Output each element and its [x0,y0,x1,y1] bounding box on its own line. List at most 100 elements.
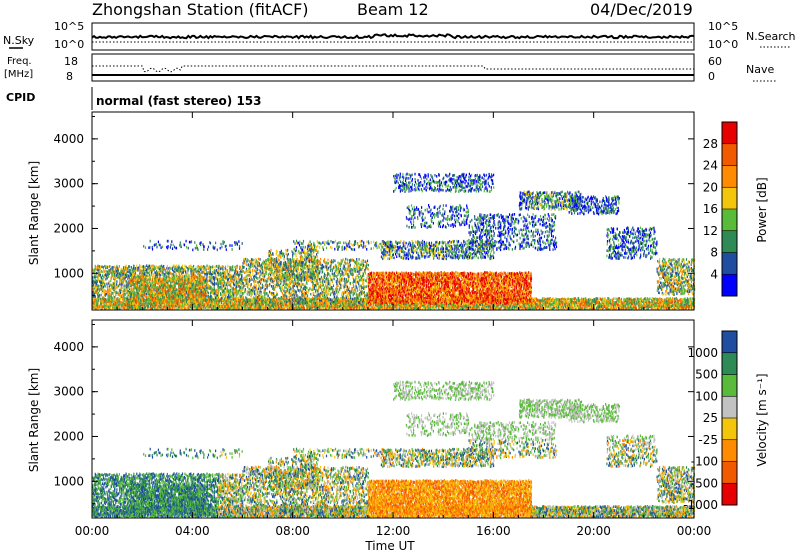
echo-cell [184,265,185,268]
echo-cell [511,305,512,308]
echo-cell [105,290,106,293]
echo-cell [334,300,335,303]
echo-cell [117,297,118,300]
echo-cell [479,306,480,309]
echo-cell [110,280,111,283]
echo-cell [542,303,543,306]
date-title: 04/Dec/2019 [590,0,693,19]
echo-cell [182,275,183,278]
echo-cell [129,265,130,268]
echo-cell [364,303,365,306]
echo-cell [572,298,573,301]
echo-cell [132,306,133,309]
echo-cell [535,307,536,310]
echo-cell [387,305,388,308]
echo-cell [94,298,95,301]
echo-cell [182,265,183,268]
echo-cell [113,268,114,271]
echo-cell [170,304,171,307]
echo-cell [688,303,689,306]
echo-cell [190,265,191,268]
echo-cell [276,307,277,310]
echo-cell [514,306,515,309]
echo-cell [105,270,106,273]
echo-cell [136,265,137,268]
echo-cell [547,298,548,301]
echo-cell [143,265,144,268]
echo-cell [95,278,96,281]
echo-cell [167,265,168,268]
echo-cell [123,283,124,286]
echo-cell [303,305,304,308]
echo-cell [573,302,574,305]
echo-cell [101,277,102,280]
echo-cell [309,304,310,307]
echo-cell [110,307,111,310]
echo-cell [173,273,174,276]
echo-cell [282,307,283,310]
echo-cell [684,300,685,303]
echo-cell [581,307,582,310]
echo-cell [300,305,301,308]
echo-cell [173,264,174,267]
echo-cell [641,304,642,307]
echo-cell [203,305,204,308]
echo-cell [520,306,521,309]
echo-cell [672,297,673,300]
echo-cell [641,297,642,300]
echo-cell [691,307,692,310]
echo-cell [175,272,176,275]
echo-cell [374,307,375,310]
echo-cell [216,301,217,304]
echo-cell [144,270,145,273]
echo-cell [165,305,166,308]
echo-cell [246,307,247,310]
echo-cell [112,297,113,300]
echo-cell [154,266,155,269]
echo-cell [649,301,650,304]
echo-cell [150,268,151,271]
echo-cell [193,272,194,275]
echo-cell [109,295,110,298]
echo-cell [103,296,104,299]
power-heatmap [92,173,695,311]
echo-cell [534,298,535,301]
echo-cell [100,266,101,269]
freq-tick-bottom: 8 [66,70,73,83]
echo-cell [110,288,111,291]
echo-cell [126,265,127,268]
echo-cell [122,290,123,293]
echo-cell [614,307,615,310]
echo-cell [170,267,171,270]
nsearch-label: N.Search [746,30,796,43]
echo-cell [108,275,109,278]
echo-cell [640,301,641,304]
echo-cell [691,297,692,300]
echo-cell [106,265,107,268]
echo-cell [151,303,152,306]
echo-cell [97,269,98,272]
echo-cell [684,303,685,306]
echo-cell [156,265,157,268]
echo-cell [474,305,475,308]
echo-cell [655,307,656,310]
echo-cell [137,269,138,272]
echo-cell [100,271,101,274]
echo-cell [232,302,233,305]
echo-cell [553,298,554,301]
echo-cell [114,296,115,299]
freq-panel-frame [92,54,694,81]
echo-cell [115,278,116,281]
echo-cell [148,268,149,271]
echo-cell [185,270,186,273]
echo-cell [157,266,158,269]
echo-cell [229,307,230,310]
echo-cell [406,304,407,307]
echo-cell [97,292,98,295]
echo-cell [560,306,561,309]
echo-cell [613,297,614,300]
echo-cell [363,307,364,310]
echo-cell [562,297,563,300]
nsky-tick-bottom: 10^0 [54,38,84,51]
echo-cell [107,266,108,269]
